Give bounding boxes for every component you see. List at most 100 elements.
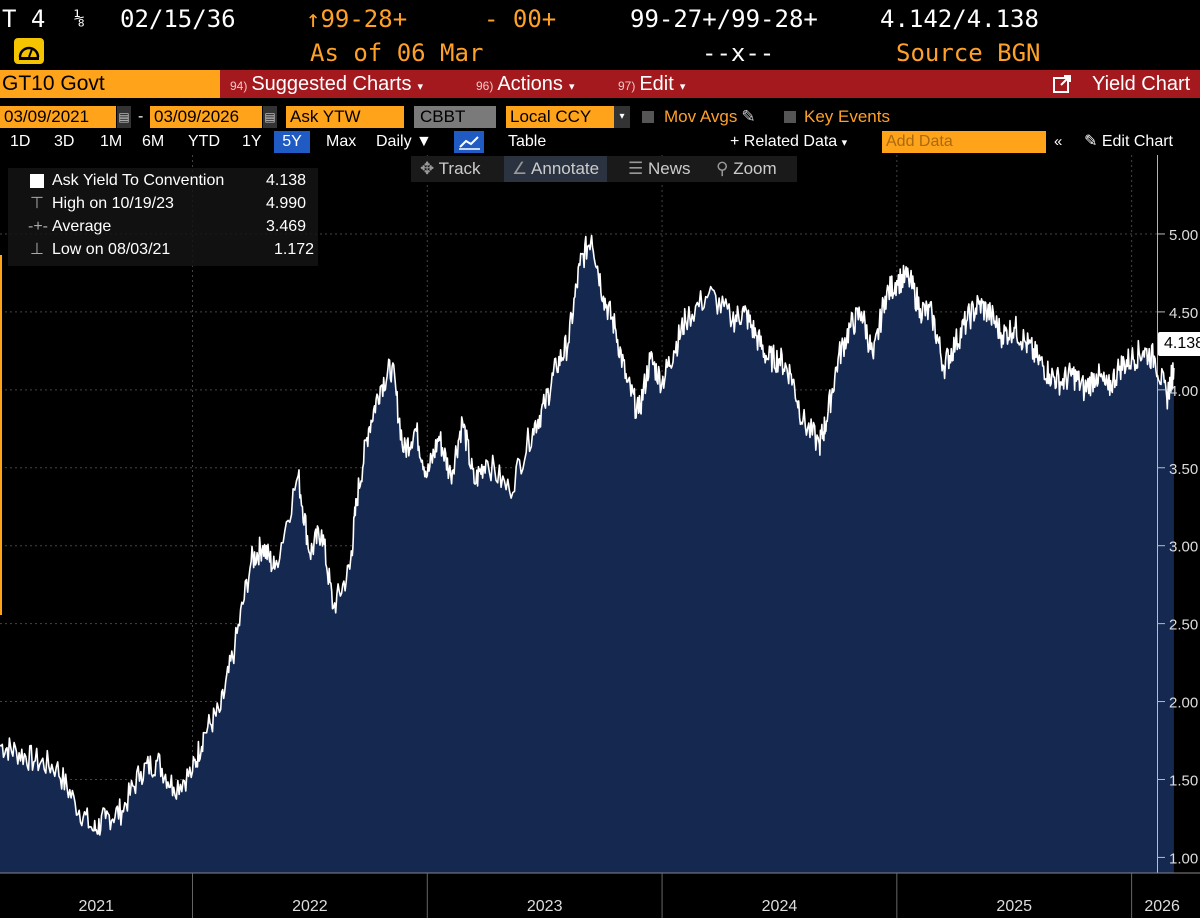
- related-data-menu[interactable]: + Related Data ▾: [730, 131, 847, 153]
- frequency-label: Daily: [376, 133, 412, 150]
- y-tick-label: 2.50: [1169, 617, 1198, 634]
- annotate-tool[interactable]: ∠ Annotate: [504, 156, 608, 182]
- security-field[interactable]: GT10 Govt: [0, 70, 220, 98]
- price-change: - 00+: [484, 5, 557, 33]
- yield-area-fill: [0, 235, 1174, 873]
- mov-avgs-label[interactable]: Mov Avgs ✎: [664, 106, 756, 128]
- y-tick-label: 1.00: [1169, 850, 1198, 867]
- y-tick-label: 2.00: [1169, 695, 1198, 712]
- currency-selector[interactable]: Local CCY: [506, 106, 614, 128]
- mov-avgs-text: Mov Avgs: [664, 107, 738, 126]
- magnifier-icon: ⚲: [716, 159, 729, 178]
- end-date-input[interactable]: 03/09/2026: [150, 106, 262, 128]
- legend-low-label: Low on 08/03/21: [52, 241, 171, 258]
- related-data-label: + Related Data: [730, 133, 838, 150]
- pricing-source-selector[interactable]: CBBT: [414, 106, 496, 128]
- gauge-icon[interactable]: [14, 38, 44, 64]
- zoom-tool[interactable]: ⚲ Zoom: [716, 156, 777, 182]
- add-data-placeholder: Add Data: [886, 133, 953, 150]
- menu-label: Suggested Charts: [251, 73, 412, 95]
- as-of-date: As of 06 Mar: [310, 39, 484, 67]
- caret-down-icon: ▾: [679, 81, 686, 93]
- x-tick-label: 2026: [1144, 898, 1180, 915]
- field-selector[interactable]: Ask YTW: [286, 106, 404, 128]
- actions-menu[interactable]: 96) Actions ▾: [476, 70, 574, 98]
- y-tick-label: 4.50: [1169, 305, 1198, 322]
- calendar-icon[interactable]: ▤: [263, 106, 277, 128]
- period-1y[interactable]: 1Y: [242, 133, 262, 150]
- yield-chart[interactable]: 1.00 1.50 2.00 2.50 3.00 3.50 4.00 4.50 5.00 202…: [0, 155, 1200, 918]
- pencil-icon: ✎: [1084, 133, 1098, 150]
- suggested-charts-menu[interactable]: 94) Suggested Charts ▾: [230, 70, 423, 98]
- menu-label: Actions: [497, 73, 563, 95]
- x-tick-label: 2025: [996, 898, 1032, 915]
- legend-series-name: Ask Yield To Convention: [52, 172, 225, 189]
- pricing-source: Source BGN: [896, 39, 1041, 67]
- dropdown-arrow-icon[interactable]: ▾: [614, 106, 630, 128]
- period-5y[interactable]: 5Y: [274, 131, 310, 153]
- zoom-label: Zoom: [733, 159, 777, 178]
- caret-down-icon: ▼: [416, 133, 432, 150]
- cross-indicator: --x--: [702, 39, 775, 67]
- caret-down-icon: ▾: [417, 81, 423, 93]
- series-swatch: [30, 174, 44, 188]
- period-3d[interactable]: 3D: [54, 133, 75, 150]
- period-ytd[interactable]: YTD: [188, 133, 220, 150]
- high-marker-icon: ⊤: [30, 195, 44, 212]
- average-marker-icon: -+-: [28, 218, 48, 235]
- news-tool[interactable]: ☰ News: [628, 156, 691, 182]
- key-events-label[interactable]: Key Events: [804, 107, 890, 126]
- ticker-bar: T 4 ⅛ 02/15/36 ↑99-28+ - 00+ 99-27+/99-2…: [0, 0, 1200, 70]
- news-icon: ☰: [628, 159, 644, 178]
- legend-low-value: 1.172: [274, 241, 315, 258]
- edit-menu[interactable]: 97) Edit ▾: [618, 70, 685, 98]
- period-1d[interactable]: 1D: [10, 133, 31, 150]
- y-tick-label: 4.00: [1169, 383, 1198, 400]
- track-tool[interactable]: ✥ Track: [420, 156, 481, 182]
- line-chart-icon: [459, 136, 480, 150]
- period-max[interactable]: Max: [326, 133, 357, 150]
- table-button[interactable]: Table: [508, 133, 547, 150]
- crosshair-icon: ✥: [420, 159, 435, 178]
- y-tick-label: 3.00: [1169, 539, 1198, 556]
- last-value-tag: 4.138: [1158, 332, 1200, 356]
- x-tick-label: 2021: [78, 898, 114, 915]
- legend-last-value: 4.138: [266, 172, 307, 189]
- yield-line: [0, 234, 1175, 836]
- key-events-checkbox[interactable]: [784, 111, 796, 123]
- legend-high-label: High on 10/19/23: [52, 195, 174, 212]
- caret-down-icon: ▾: [568, 81, 575, 93]
- pencil-icon: ✎: [741, 107, 756, 126]
- add-data-input[interactable]: Add Data: [882, 131, 1046, 153]
- collapse-icon[interactable]: «: [1054, 133, 1063, 150]
- popout-icon[interactable]: [1052, 74, 1072, 94]
- x-tick-label: 2022: [292, 898, 328, 915]
- function-title: Yield Chart: [1092, 73, 1191, 95]
- date-separator: -: [138, 108, 144, 125]
- frequency-selector[interactable]: Daily ▼: [376, 131, 432, 153]
- legend-average-value: 3.469: [266, 218, 307, 235]
- x-tick-label: 2024: [762, 898, 798, 915]
- caret-down-icon: ▾: [841, 137, 848, 149]
- edit-chart-label: Edit Chart: [1101, 133, 1173, 150]
- y-tick-label: 3.50: [1169, 461, 1198, 478]
- start-date-input[interactable]: 03/09/2021: [0, 106, 116, 128]
- y-tick-label: 5.00: [1169, 227, 1198, 244]
- coupon-fraction: ⅛: [74, 8, 85, 29]
- y-tick-label: 1.50: [1169, 772, 1198, 789]
- menu-label: Edit: [639, 73, 674, 95]
- calendar-icon[interactable]: ▤: [117, 106, 131, 128]
- bid-ask-yield: 4.142/4.138: [880, 5, 1039, 33]
- legend-high-value: 4.990: [266, 195, 307, 212]
- x-tick-label: 2023: [527, 898, 563, 915]
- edit-chart-button[interactable]: ✎ Edit Chart: [1084, 131, 1173, 153]
- chart-legend: Ask Yield To Convention 4.138 ⊤ High on …: [8, 168, 318, 266]
- line-chart-toggle[interactable]: [454, 131, 484, 153]
- menu-number: 94): [230, 79, 248, 93]
- annotate-label: Annotate: [531, 159, 600, 178]
- mov-avgs-checkbox[interactable]: [642, 111, 654, 123]
- period-6m[interactable]: 6M: [142, 133, 165, 150]
- menu-number: 96): [476, 79, 494, 93]
- period-1m[interactable]: 1M: [100, 133, 123, 150]
- maturity-date: 02/15/36: [120, 5, 236, 33]
